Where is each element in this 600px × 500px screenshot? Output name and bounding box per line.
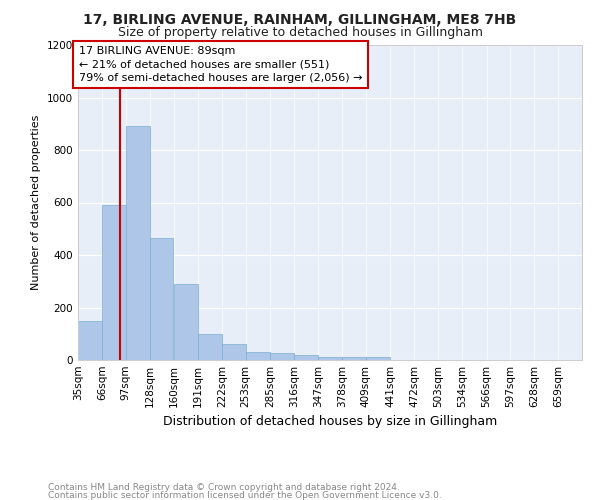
- Bar: [78, 320, 102, 360]
- Bar: [149, 238, 173, 360]
- Bar: [102, 205, 126, 360]
- Bar: [271, 354, 294, 360]
- Text: Size of property relative to detached houses in Gillingham: Size of property relative to detached ho…: [118, 26, 482, 39]
- Text: 17, BIRLING AVENUE, RAINHAM, GILLINGHAM, ME8 7HB: 17, BIRLING AVENUE, RAINHAM, GILLINGHAM,…: [83, 12, 517, 26]
- Bar: [318, 358, 342, 360]
- Text: Contains HM Land Registry data © Crown copyright and database right 2024.: Contains HM Land Registry data © Crown c…: [48, 482, 400, 492]
- Bar: [342, 358, 366, 360]
- Bar: [126, 126, 149, 360]
- Y-axis label: Number of detached properties: Number of detached properties: [31, 115, 41, 290]
- Bar: [294, 355, 318, 360]
- Text: Contains public sector information licensed under the Open Government Licence v3: Contains public sector information licen…: [48, 491, 442, 500]
- Bar: [198, 334, 222, 360]
- Bar: [366, 358, 389, 360]
- Bar: [174, 284, 198, 360]
- Bar: [246, 352, 269, 360]
- Bar: [222, 344, 246, 360]
- Text: 17 BIRLING AVENUE: 89sqm
← 21% of detached houses are smaller (551)
79% of semi-: 17 BIRLING AVENUE: 89sqm ← 21% of detach…: [79, 46, 362, 82]
- X-axis label: Distribution of detached houses by size in Gillingham: Distribution of detached houses by size …: [163, 416, 497, 428]
